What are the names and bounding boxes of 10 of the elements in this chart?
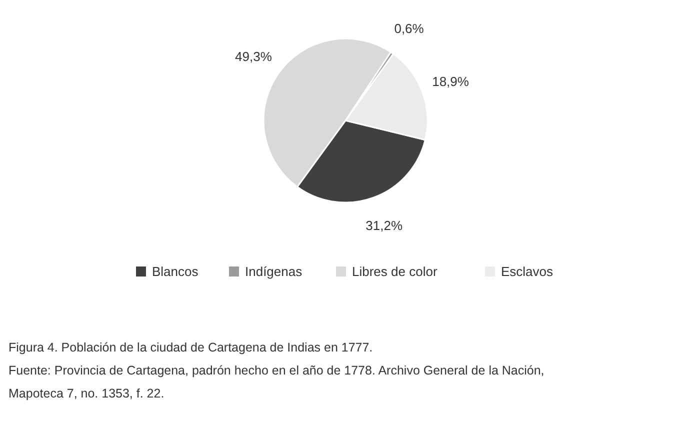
source-note: Fuente: Provincia de Cartagena, padrón hecho en el año de 1778. Archivo General de la Nación, Mapoteca 7, no. 1353, f. 22. bbox=[8, 364, 544, 400]
data-label: 18,9% bbox=[432, 74, 470, 90]
text: Figura 4. Población de la ciudad de Cartagena de Indias en 1777. bbox=[8, 340, 373, 354]
legend-label: Libres de color bbox=[352, 264, 438, 279]
legend-label: Esclavos bbox=[501, 264, 554, 279]
legend-label: Blancos bbox=[152, 264, 199, 279]
legend-label: Indígenas bbox=[245, 264, 303, 279]
data-label: 0,6% bbox=[394, 20, 424, 36]
data-label: 49,3% bbox=[235, 49, 272, 64]
data-label: 31,2% bbox=[366, 218, 403, 234]
